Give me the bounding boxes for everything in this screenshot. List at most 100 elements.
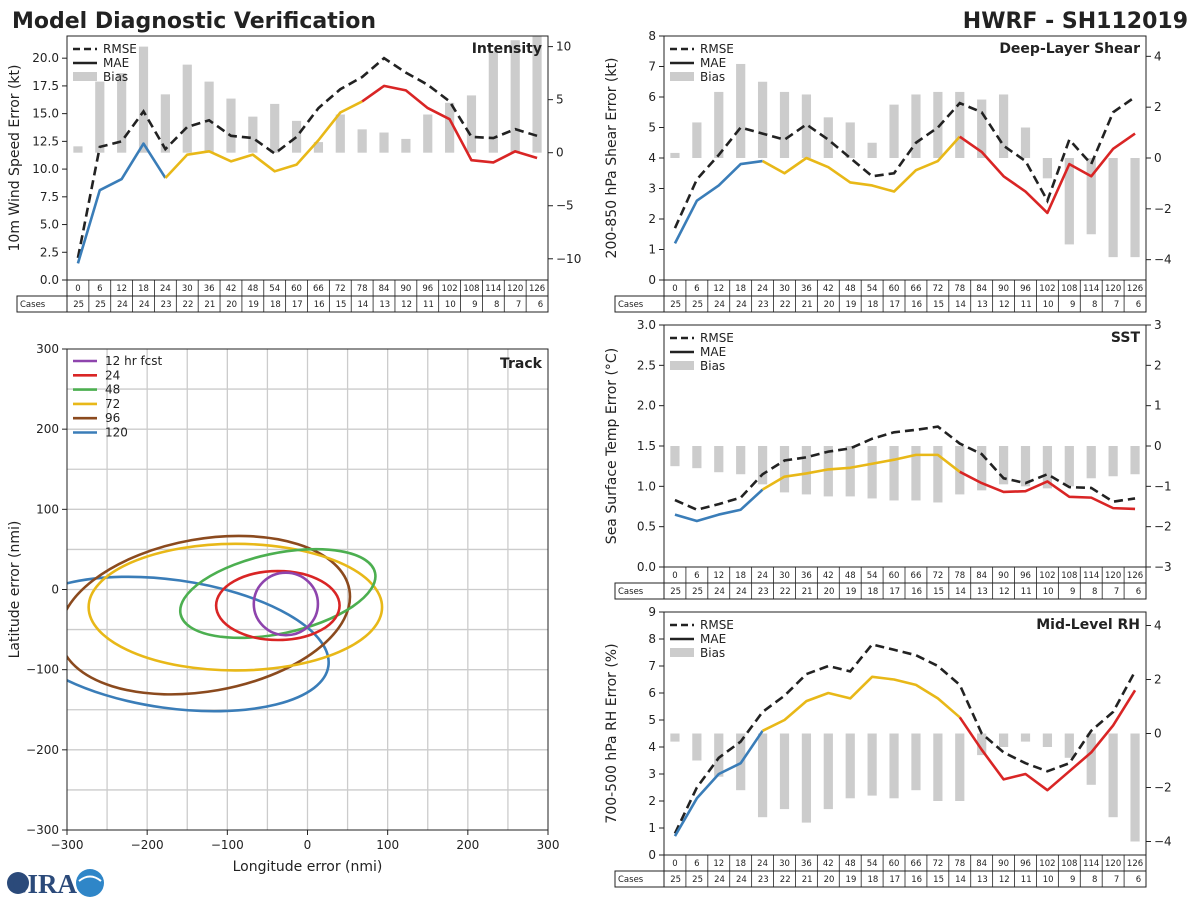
logo-globe-icon	[76, 869, 104, 897]
sst-cases-cell: 12	[999, 587, 1010, 597]
rh-mae-line	[762, 675, 961, 732]
shear-hour-cell: 84	[976, 284, 987, 294]
shear-ytick-label: 3	[648, 182, 656, 196]
rh-bias-bar	[692, 733, 702, 761]
shear-bias-bar	[714, 91, 724, 158]
shear-mae-line	[673, 159, 763, 244]
shear-bias-bar	[670, 152, 680, 158]
logo-swoosh-icon	[78, 875, 102, 882]
sst-table-cases-row	[614, 582, 1147, 600]
rh-cases-cell: 14	[955, 875, 966, 885]
rh-cases-cell: 10	[1043, 875, 1054, 885]
sst-ytick-label: 2.0	[637, 399, 656, 413]
intensity-ytick-label: 5.0	[40, 218, 59, 232]
rh-y2tick-label: −4	[1154, 835, 1172, 849]
intensity-bias-bar	[423, 114, 433, 153]
rh-title: Mid-Level RH	[1036, 617, 1140, 633]
intensity-cases-cell: 13	[379, 300, 390, 310]
shear-bias-bar	[1042, 158, 1053, 179]
rh-hour-cell: 78	[954, 859, 965, 869]
sst-hour-cell: 42	[823, 571, 834, 581]
intensity-ytick-label: 12.5	[32, 134, 59, 148]
sst-bias-bar	[757, 446, 768, 485]
intensity-hour-cell: 48	[247, 284, 258, 294]
rh-hour-cell: 108	[1061, 859, 1077, 869]
rh-hour-cell: 90	[998, 859, 1009, 869]
sst-title: SST	[1111, 330, 1141, 346]
sst-cases-cell: 24	[714, 587, 725, 597]
rh-cases-cell: 12	[999, 875, 1010, 885]
rh-y2tick-label: 4	[1154, 619, 1162, 633]
track-ellipse-48	[178, 547, 377, 640]
intensity-ytick-label: 7.5	[40, 190, 59, 204]
intensity-cases-cell: 22	[183, 300, 194, 310]
sst-y2tick-label: −2	[1154, 520, 1172, 534]
shear-cases-cell: 6	[1136, 300, 1141, 310]
track-ellipses	[67, 534, 384, 713]
rh-hour-cell: 6	[694, 859, 699, 869]
track-legend-label: 72	[105, 397, 120, 411]
shear-hour-cell: 108	[1061, 284, 1077, 294]
intensity-bias-bar	[488, 50, 498, 153]
rh-bias-bar	[1020, 733, 1031, 742]
shear-bias-bar	[1130, 158, 1140, 258]
shear-ytick-label: 7	[648, 60, 656, 74]
intensity-hour-cell: 42	[226, 284, 237, 294]
sst-ytick-label: 0.0	[637, 560, 656, 574]
shear-ytick-label: 6	[648, 90, 656, 104]
intensity-bias-bar	[313, 142, 324, 153]
shear-bias-bar	[867, 142, 877, 158]
rh-cases-cell: 7	[1114, 875, 1119, 885]
sst-bias-bar	[823, 446, 833, 497]
intensity-hour-cell: 60	[291, 284, 302, 294]
intensity-bias-bar	[204, 81, 214, 153]
sst-hour-cell: 114	[1083, 571, 1099, 581]
sst-hour-cell: 18	[735, 571, 746, 581]
rh-table-cases-row	[614, 870, 1147, 888]
intensity-table-cases-row	[16, 295, 549, 313]
rh-cases-cell: 13	[977, 875, 988, 885]
rh-bias-bar	[911, 733, 921, 791]
intensity-bias-bar	[357, 129, 367, 153]
rh-bias-bar	[1086, 733, 1096, 785]
rh-cases-cell: 18	[867, 875, 878, 885]
intensity-bias-bar	[138, 46, 149, 153]
sst-hour-cell: 120	[1105, 571, 1121, 581]
sst-cases-label: Cases	[618, 587, 644, 597]
sst-hour-cell: 12	[713, 571, 724, 581]
rh-bias-bar	[933, 733, 943, 801]
sst-bias-bar	[714, 446, 724, 473]
intensity-ytick-label: 0.0	[40, 273, 59, 287]
shear-ytick-label: 0	[648, 273, 656, 287]
intensity-hour-cell: 102	[441, 284, 457, 294]
rh-hour-cell: 102	[1039, 859, 1055, 869]
track-ytick-label: −300	[26, 823, 59, 837]
sst-bias-bar	[779, 446, 790, 493]
track-ytick-label: −200	[26, 743, 59, 757]
sst-bias-bar	[1020, 446, 1031, 487]
rh-cases-cell: 22	[780, 875, 791, 885]
intensity-cases-cell: 16	[314, 300, 325, 310]
shear-hour-cell: 18	[735, 284, 746, 294]
intensity-cases-cell: 14	[357, 300, 368, 310]
rh-hour-cell: 54	[867, 859, 878, 869]
sst-hour-cell: 90	[998, 571, 1009, 581]
shear-cases-cell: 17	[889, 300, 900, 310]
logo-globe-left-icon	[7, 872, 29, 894]
shear-hour-cell: 90	[998, 284, 1009, 294]
rh-hour-cell: 84	[976, 859, 987, 869]
track-ytick-label: 200	[36, 422, 59, 436]
sst-bias-bar	[1130, 446, 1140, 475]
rh-bias-bar	[955, 733, 965, 801]
shear-hour-cell: 120	[1105, 284, 1121, 294]
sst-ytick-label: 1.0	[637, 479, 656, 493]
rh-bias-bar	[779, 733, 790, 810]
rh-y2tick-label: −2	[1154, 781, 1172, 795]
shear-cases-cell: 14	[955, 300, 966, 310]
rh-cases-cell: 19	[846, 875, 857, 885]
sst-y2tick-label: 2	[1154, 358, 1162, 372]
sst-hour-cell: 66	[911, 571, 922, 581]
sst-cases-cell: 25	[670, 587, 681, 597]
rh-bias-bar	[1042, 733, 1053, 747]
rh-bias-bar	[757, 733, 768, 818]
